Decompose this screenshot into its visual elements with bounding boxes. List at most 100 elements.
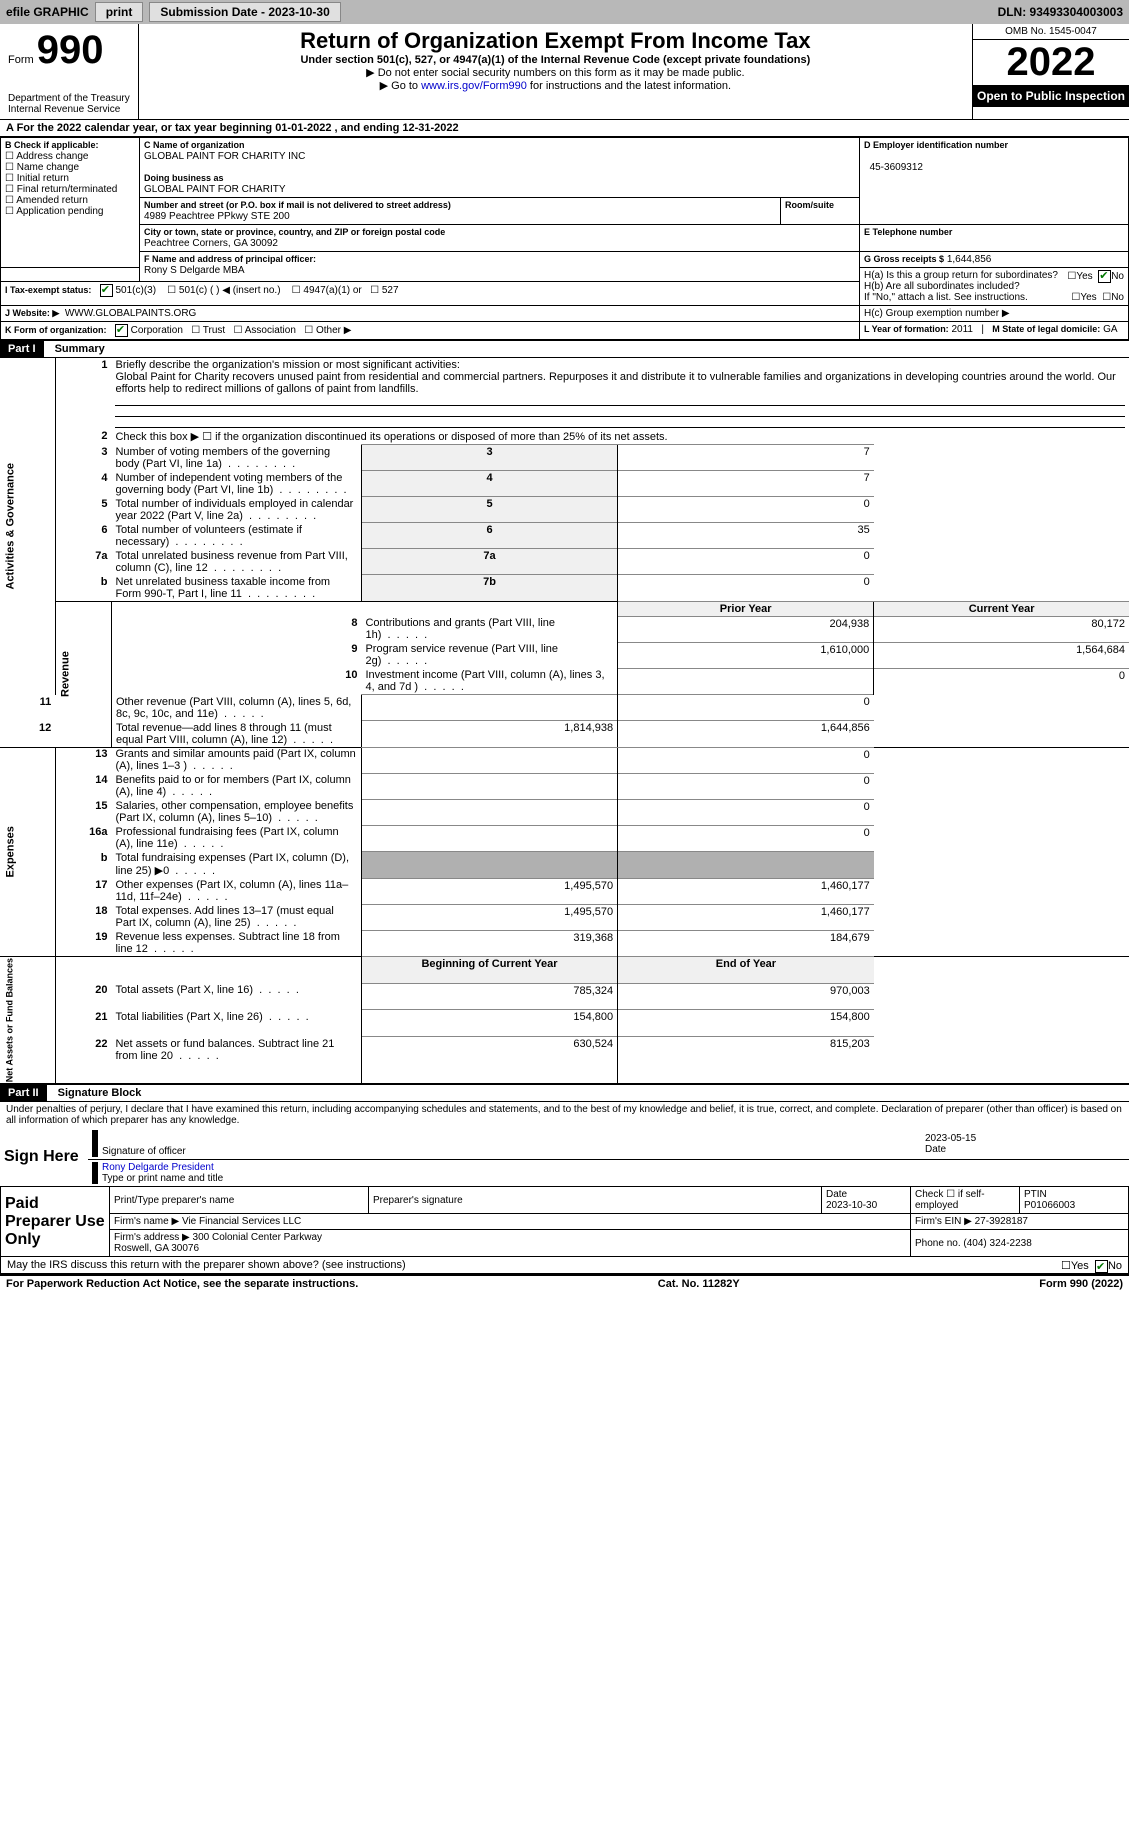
check-name[interactable]: ☐ Name change — [5, 162, 79, 173]
line4-box: 4 — [361, 471, 617, 497]
open-to-public: Open to Public Inspection — [973, 85, 1129, 107]
lineb-value: 0 — [618, 575, 874, 602]
form-header: Form 990 Department of the Treasury Inte… — [0, 24, 1129, 120]
box-i-label: I Tax-exempt status: — [5, 286, 91, 296]
discuss-text: May the IRS discuss this return with the… — [7, 1259, 406, 1271]
line10-prior — [618, 668, 874, 695]
dln-label: DLN: 93493304003003 — [998, 5, 1123, 19]
signature-table: Sign Here Signature of officer 2023-05-1… — [0, 1128, 1129, 1186]
hb-yes: Yes — [1080, 292, 1096, 303]
ptin-value: P01066003 — [1024, 1200, 1075, 1211]
line15-num: 15 — [55, 799, 111, 825]
title-block: Return of Organization Exempt From Incom… — [139, 24, 972, 119]
box-k-label: K Form of organization: — [5, 325, 107, 335]
org-city: Peachtree Corners, GA 30092 — [144, 238, 278, 249]
lineb-prior — [361, 851, 617, 878]
paid-preparer-label: Paid Preparer Use Only — [1, 1187, 110, 1257]
line14-prior — [361, 773, 617, 799]
opt-trust: Trust — [203, 325, 225, 336]
line21-prior: 154,800 — [361, 1010, 617, 1037]
line18-prior: 1,495,570 — [361, 904, 617, 930]
check-final[interactable]: ☐ Final return/terminated — [5, 184, 117, 195]
irs-link[interactable]: www.irs.gov/Form990 — [421, 80, 527, 92]
opt-other: Other ▶ — [316, 325, 351, 336]
box-f-label: F Name and address of principal officer: — [144, 254, 316, 264]
blank-line-3 — [115, 417, 1125, 428]
line1-text: Global Paint for Charity recovers unused… — [115, 371, 1115, 395]
check-address[interactable]: ☐ Address change — [5, 151, 88, 162]
check-initial-label: Initial return — [17, 173, 69, 184]
opt-assoc: Association — [245, 325, 296, 336]
line15-text: Salaries, other compensation, employee b… — [111, 799, 361, 825]
line1-label: Briefly describe the organization's miss… — [115, 359, 459, 371]
box-e-label: E Telephone number — [864, 227, 952, 237]
website-value: WWW.GLOBALPAINTS.ORG — [65, 308, 197, 319]
check-amended[interactable]: ☐ Amended return — [5, 195, 88, 206]
line3-num: 3 — [55, 445, 111, 471]
line11-prior — [361, 695, 617, 721]
blank-line-2 — [115, 406, 1125, 417]
line3-value: 7 — [618, 445, 874, 471]
year-formation: 2011 — [951, 324, 973, 335]
vert-activities: Activities & Governance — [0, 358, 55, 695]
footer: For Paperwork Reduction Act Notice, see … — [0, 1274, 1129, 1292]
note-prefix: ▶ Go to — [380, 80, 421, 92]
blank-line-1 — [115, 395, 1125, 406]
print-button[interactable]: print — [95, 2, 144, 22]
note-ssn: ▶ Do not enter social security numbers o… — [143, 66, 968, 79]
efile-label: efile GRAPHIC — [6, 5, 89, 19]
lineb-num: b — [55, 851, 111, 878]
opt-501c: 501(c) ( ) ◀ (insert no.) — [179, 286, 281, 297]
footer-left: For Paperwork Reduction Act Notice, see … — [6, 1278, 358, 1290]
line4-num: 4 — [55, 471, 111, 497]
footer-mid: Cat. No. 11282Y — [658, 1278, 740, 1290]
check-pending[interactable]: ☐ Application pending — [5, 206, 104, 217]
note-link: ▶ Go to www.irs.gov/Form990 for instruct… — [143, 79, 968, 92]
part1-table: Activities & Governance 1 Briefly descri… — [0, 358, 1129, 1084]
line20-text: Total assets (Part X, line 16) . . . . . — [111, 983, 361, 1010]
opt-4947: 4947(a)(1) or — [303, 286, 361, 297]
line12-prior: 1,814,938 — [361, 721, 617, 748]
check-initial[interactable]: ☐ Initial return — [5, 173, 69, 184]
line19-current: 184,679 — [618, 930, 874, 957]
opt-527: 527 — [382, 286, 399, 297]
line16a-num: 16a — [55, 825, 111, 851]
ha-yes: Yes — [1076, 271, 1092, 282]
declaration-text: Under penalties of perjury, I declare th… — [0, 1102, 1129, 1128]
line8-text: Contributions and grants (Part VIII, lin… — [361, 616, 617, 642]
line9-text: Program service revenue (Part VIII, line… — [361, 642, 617, 668]
firm-name-label: Firm's name ▶ — [114, 1216, 179, 1227]
line10-current: 0 — [874, 668, 1129, 695]
period-line: A For the 2022 calendar year, or tax yea… — [0, 120, 1129, 137]
box-c-dba-label: Doing business as — [144, 173, 224, 183]
line12-num: 12 — [0, 721, 55, 748]
prep-name-label: Print/Type preparer's name — [114, 1195, 234, 1206]
line6-num: 6 — [55, 523, 111, 549]
line17-current: 1,460,177 — [618, 878, 874, 904]
firm-ein: 27-3928187 — [975, 1216, 1028, 1227]
col-current: Current Year — [874, 601, 1129, 616]
preparer-table: Paid Preparer Use Only Print/Type prepar… — [0, 1186, 1129, 1257]
ha-no-check[interactable] — [1098, 270, 1111, 283]
part1-header: Part I — [0, 341, 44, 357]
check-501c3[interactable] — [100, 284, 113, 297]
line8-num: 8 — [111, 616, 361, 642]
omb-number: OMB No. 1545-0047 — [973, 24, 1129, 40]
lineb-text: Total fundraising expenses (Part IX, col… — [111, 851, 361, 878]
line20-prior: 785,324 — [361, 983, 617, 1010]
line3-box: 3 — [361, 445, 617, 471]
check-corp[interactable] — [115, 324, 128, 337]
footer-right: Form 990 (2022) — [1039, 1278, 1123, 1290]
discuss-no-check[interactable] — [1095, 1260, 1108, 1273]
line22-current: 815,203 — [618, 1037, 874, 1084]
org-street: 4989 Peachtree PPkwy STE 200 — [144, 211, 290, 222]
sig-name[interactable]: Rony Delgarde President — [102, 1162, 214, 1173]
line11-text: Other revenue (Part VIII, column (A), li… — [111, 695, 361, 721]
line6-box: 6 — [361, 523, 617, 549]
line9-prior: 1,610,000 — [618, 642, 874, 668]
part2-header-row: Part II Signature Block — [0, 1084, 1129, 1102]
line13-current: 0 — [618, 747, 874, 773]
ein-value: 45-3609312 — [870, 162, 923, 173]
line7a-box: 7a — [361, 549, 617, 575]
line12-text: Total revenue—add lines 8 through 11 (mu… — [111, 721, 361, 748]
